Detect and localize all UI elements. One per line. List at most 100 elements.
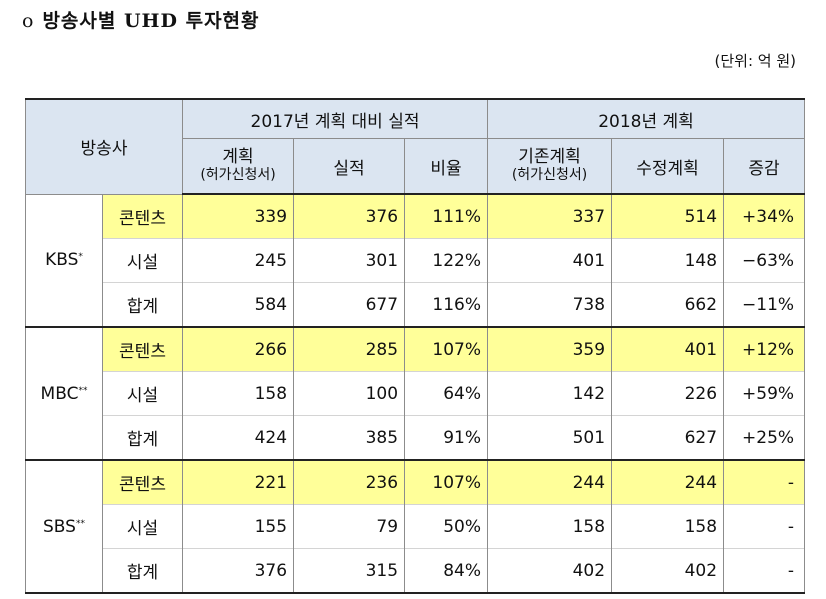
cell-category: 시설 [101,238,184,283]
header-row-2: 계획 (허가신청서) 실적 비율 기존계획 (허가신청서) 수정계획 증감 [26,138,806,195]
cell-existing: 738 [487,282,613,327]
title-bullet: o [22,10,35,32]
cell-actual: 100 [293,371,406,416]
table-row: MBC** 콘텐츠 266 285 107% 359 401 +12% [25,326,806,460]
cell-actual: 236 [293,459,406,505]
investment-table: 방송사 2017년 계획 대비 실적 2018년 계획 계획 (허가신청서) 실… [24,98,806,594]
cell-ratio: 111% [404,193,489,239]
footnote-mark: ** [75,518,85,529]
table-row: 합계 584 677 116% 738 662 −11% [26,282,806,327]
cell-plan: 221 [182,459,295,505]
broadcaster-cell: SBS** [25,459,103,594]
header-plan: 계획 (허가신청서) [182,138,295,195]
table-row: 시설 245 301 122% 401 148 −63% [26,238,806,283]
cell-existing: 401 [487,238,613,283]
cell-category: 콘텐츠 [101,326,184,372]
table-row: KBS* 콘텐츠 339 376 111% 337 514 +34% [25,193,806,327]
cell-ratio: 122% [404,238,489,283]
header-existing-main: 기존계획 [518,147,581,167]
table-row: 합계 424 385 91% 501 627 +25% [26,415,806,460]
cell-revised: 662 [611,282,725,327]
cell-plan: 155 [182,504,295,549]
cell-ratio: 50% [404,504,489,549]
cell-change: +34% [723,193,806,239]
cell-actual: 677 [293,282,406,327]
header-revised: 수정계획 [611,138,725,195]
cell-revised: 402 [611,548,725,594]
header-plan-sub: (허가신청서) [200,167,276,183]
header-broadcaster: 방송사 [24,98,184,195]
cell-actual: 79 [293,504,406,549]
cell-revised: 627 [611,415,725,460]
cell-existing: 402 [487,548,613,594]
cell-existing: 501 [487,415,613,460]
broadcaster-cell: MBC** [25,326,103,460]
table-row: 시설 155 79 50% 158 158- [26,504,806,549]
cell-category: 합계 [101,282,184,327]
unit-note: (단위: 억 원) [714,52,797,70]
cell-revised: 158 [611,504,725,549]
cell-actual: 285 [293,326,406,372]
header-ratio: 비율 [404,138,489,195]
cell-existing: 158 [487,504,613,549]
cell-category: 합계 [101,415,184,460]
cell-change: +12% [723,326,806,372]
cell-plan: 424 [182,415,295,460]
cell-existing: 244 [487,459,613,505]
cell-ratio: 91% [404,415,489,460]
broadcaster-cell: KBS* [25,193,103,327]
cell-change: - [723,459,806,505]
header-plan-main: 계획 [222,147,254,167]
cell-change: +25% [723,415,806,460]
cell-revised: 514 [611,193,725,239]
header-existing-sub: (허가신청서) [511,167,588,183]
cell-revised: 148 [611,238,725,283]
cell-ratio: 84% [404,548,489,594]
cell-category: 시설 [101,371,184,416]
cell-ratio: 107% [404,459,489,505]
cell-plan: 158 [182,371,295,416]
cell-ratio: 64% [404,371,489,416]
header-actual: 실적 [293,138,406,195]
cell-existing: 337 [487,193,613,239]
cell-revised: 244 [611,459,725,505]
cell-change: −63% [723,238,806,283]
cell-category: 콘텐츠 [101,193,184,239]
cell-revised: 401 [611,326,725,372]
footnote-mark: ** [78,385,88,396]
header-2017-group: 2017년 계획 대비 실적 [182,98,489,139]
header-row-1: 방송사 2017년 계획 대비 실적 2018년 계획 [24,98,806,195]
cell-change: +59% [723,371,806,416]
cell-plan: 245 [182,238,295,283]
cell-revised: 226 [611,371,725,416]
broadcaster-name: MBC [40,383,79,404]
cell-existing: 142 [487,371,613,416]
cell-change: - [723,548,806,594]
cell-plan: 266 [182,326,295,372]
cell-ratio: 116% [404,282,489,327]
table-row: 합계 376 315 84% 402 402- [26,548,806,594]
cell-actual: 315 [293,548,406,594]
cell-existing: 359 [487,326,613,372]
broadcaster-name: KBS [45,250,79,271]
cell-plan: 376 [182,548,295,594]
header-change: 증감 [723,138,806,195]
cell-actual: 385 [293,415,406,460]
table-row: 시설 158 100 64% 142 226 +59% [26,371,806,416]
cell-change: - [723,504,806,549]
page-title: o 방송사별 UHD 투자현황 [22,6,260,33]
header-existing: 기존계획 (허가신청서) [487,138,613,195]
title-text: 방송사별 UHD 투자현황 [42,10,260,32]
cell-category: 콘텐츠 [101,459,184,505]
footnote-mark: * [78,252,83,263]
table-row: SBS** 콘텐츠 221 236 107% 244 244- [25,459,806,594]
cell-ratio: 107% [404,326,489,372]
cell-plan: 584 [182,282,295,327]
cell-actual: 376 [293,193,406,239]
cell-actual: 301 [293,238,406,283]
table-body: KBS* 콘텐츠 339 376 111% 337 514 +34% 시설 245 301 122% 4… [25,193,806,594]
cell-category: 시설 [101,504,184,549]
cell-change: −11% [723,282,806,327]
header-2018-group: 2018년 계획 [487,98,806,139]
cell-plan: 339 [182,193,295,239]
